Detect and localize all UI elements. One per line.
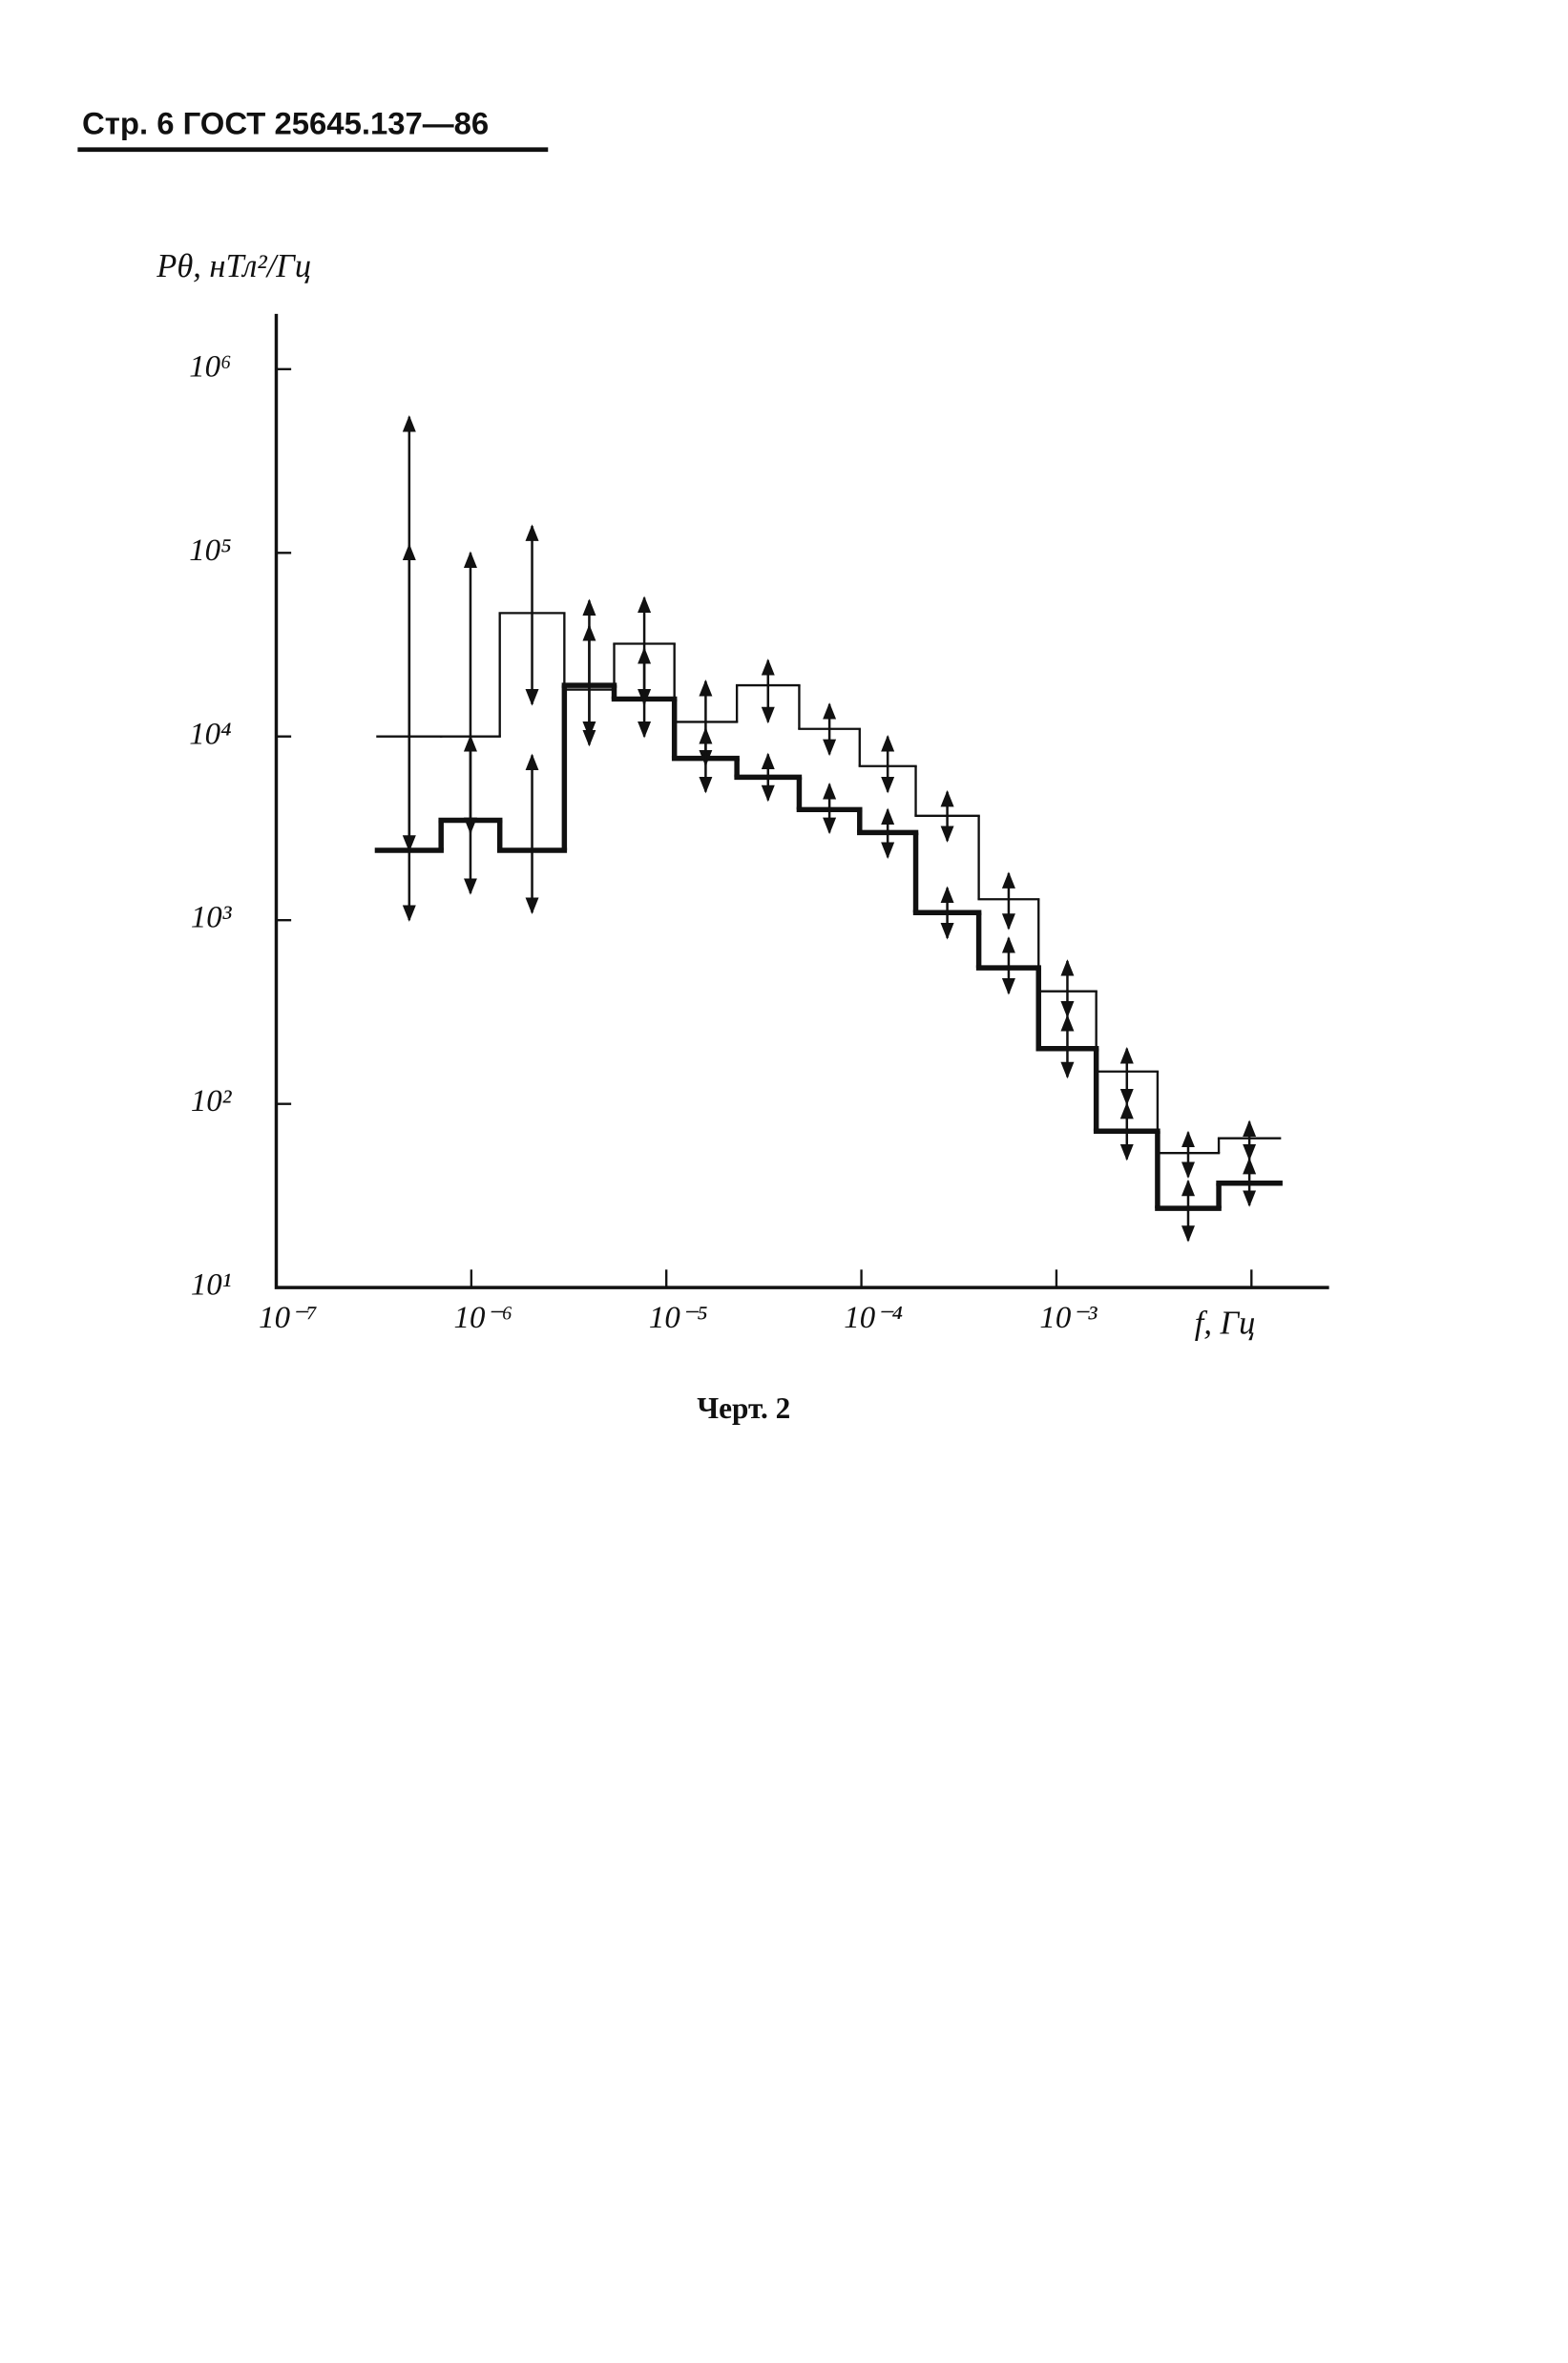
x-tick-label: 10⁻⁷ (259, 1301, 318, 1335)
y-tick-label: 10⁵ (189, 533, 231, 568)
y-axis-label: Pθ, нТл²/Гц (156, 248, 311, 284)
y-tick-label: 10⁴ (189, 717, 231, 751)
x-axis-label: f, Гц (1195, 1306, 1256, 1342)
y-tick-label: 10¹ (191, 1268, 232, 1303)
x-tick-label: 10⁻⁵ (649, 1301, 708, 1335)
y-tick-label: 10³ (191, 901, 233, 935)
axes (274, 313, 1329, 1289)
page-header: Стр. 6 ГОСТ 25645.137—86 (82, 105, 489, 140)
x-tick-label: 10⁻³ (1039, 1301, 1098, 1335)
y-tick-label: 10⁶ (189, 349, 231, 384)
x-tick-label: 10⁻⁴ (844, 1301, 903, 1335)
y-tick-label: 10² (191, 1084, 233, 1119)
figure-caption: Черт. 2 (697, 1391, 790, 1425)
x-tick-label: 10⁻⁶ (454, 1301, 513, 1335)
